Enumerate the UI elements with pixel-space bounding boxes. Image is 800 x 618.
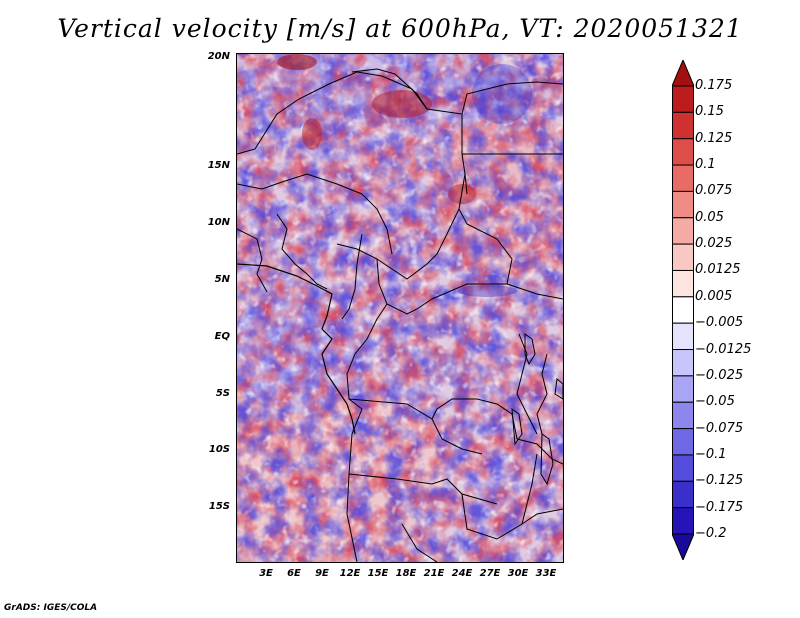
colorbar-top-triangle [672, 60, 694, 87]
colorbar-label: 0.075 [695, 183, 733, 199]
colorbar-label: 0.0125 [695, 262, 741, 278]
colorbar-label: 0.125 [695, 130, 733, 146]
footer-credit: GrADS: IGES/COLA [4, 603, 98, 613]
lat-label: 10N [207, 217, 230, 228]
colorbar-swatch [672, 428, 694, 456]
colorbar-swatch [672, 322, 694, 351]
colorbar-swatch [672, 401, 694, 430]
colorbar-label: 0.15 [695, 104, 724, 120]
colorbar-label: −0.05 [695, 394, 735, 410]
country-borders [237, 68, 563, 562]
colorbar-label: −0.025 [695, 367, 744, 383]
core-positive-4 [277, 54, 317, 70]
colorbar-swatch [672, 243, 694, 271]
core-positive-1 [372, 90, 432, 118]
lon-label: 6E [287, 568, 301, 579]
lon-label: 3E [259, 568, 273, 579]
colorbar-swatch [672, 138, 694, 166]
colorbar-label: −0.075 [695, 420, 744, 436]
lon-label: 12E [339, 568, 361, 579]
lon-label: 33E [535, 568, 557, 579]
colorbar-label: 0.1 [695, 157, 716, 173]
colorbar-label: 0.05 [695, 209, 724, 225]
lat-label: 15N [207, 160, 230, 171]
colorbar-swatch [672, 296, 694, 324]
colorbar-swatch [672, 454, 694, 482]
colorbar-swatch [672, 85, 694, 113]
coastline [237, 263, 356, 435]
colorbar-label: −0.0125 [695, 341, 752, 357]
lakes [511, 333, 563, 486]
colorbar-label: 0.175 [695, 78, 733, 93]
colorbar [672, 60, 694, 560]
colorbar-swatch [672, 190, 694, 219]
core-negative-2 [457, 285, 517, 297]
velocity-field-map [237, 54, 563, 562]
lon-label: 15E [367, 568, 389, 579]
lon-label: 9E [315, 568, 329, 579]
lat-label: 10S [208, 444, 230, 455]
colorbar-label: −0.175 [695, 499, 744, 515]
field-white-speckle [237, 54, 563, 562]
lat-label: 20N [207, 51, 230, 62]
colorbar-label: −0.2 [695, 526, 727, 541]
lon-label: 24E [451, 568, 473, 579]
colorbar-swatch [672, 217, 694, 245]
core-negative-1 [472, 64, 532, 124]
colorbar-swatch [672, 375, 694, 403]
colorbar-swatch [672, 269, 694, 298]
lat-label: 15S [208, 501, 230, 512]
chart-title: Vertical velocity [m/s] at 600hPa, VT: 2… [57, 14, 743, 43]
lat-label: EQ [214, 331, 230, 342]
lon-label: 30E [507, 568, 529, 579]
lat-label: 5N [214, 274, 230, 285]
colorbar-swatch [672, 349, 694, 377]
lon-label: 18E [395, 568, 417, 579]
colorbar-swatch [672, 111, 694, 140]
colorbar-label: −0.005 [695, 315, 744, 331]
lon-label: 27E [479, 568, 501, 579]
lon-label: 21E [423, 568, 445, 579]
colorbar-label: 0.005 [695, 288, 733, 304]
colorbar-swatch [672, 507, 694, 535]
core-positive-2 [302, 118, 322, 150]
colorbar-swatch [672, 164, 694, 192]
map-panel [236, 53, 564, 563]
colorbar-label: −0.1 [695, 446, 727, 462]
lat-label: 5S [215, 388, 230, 399]
colorbar-label: −0.125 [695, 473, 744, 489]
colorbar-bottom-triangle [672, 533, 694, 560]
colorbar-swatch [672, 480, 694, 509]
colorbar-label: 0.025 [695, 236, 733, 252]
